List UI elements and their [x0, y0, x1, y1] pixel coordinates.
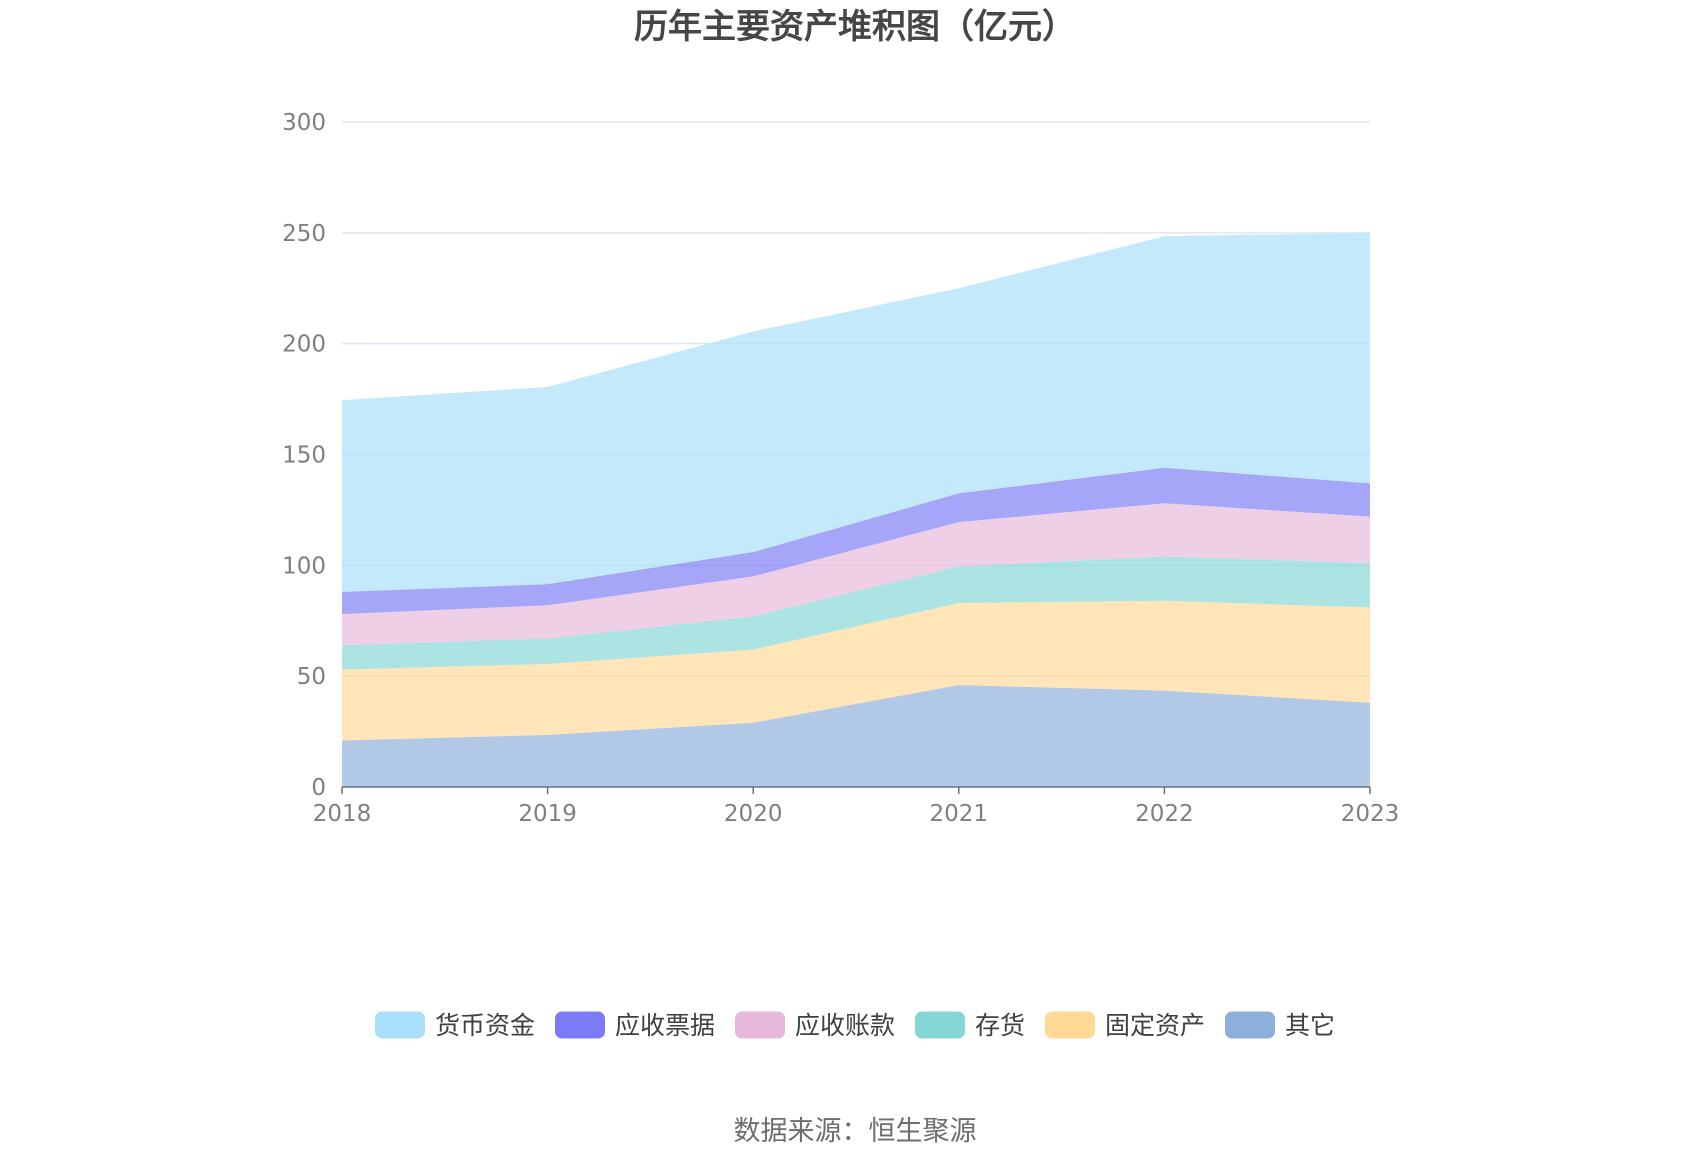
legend: 货币资金 应收票据 应收账款 存货 固定资产 其它 [375, 1011, 1335, 1040]
x-tick-label: 2019 [518, 801, 577, 827]
legend-swatch [735, 1011, 785, 1039]
legend-item[interactable]: 货币资金 [375, 1011, 535, 1040]
area-series-5 [342, 232, 1370, 592]
legend-swatch [1225, 1011, 1275, 1039]
y-tick-label: 150 [282, 443, 326, 469]
y-tick-label: 200 [282, 332, 326, 358]
legend-label: 其它 [1285, 1011, 1335, 1040]
chart-title: 历年主要资产堆积图（亿元） [634, 7, 1076, 47]
legend-label: 存货 [975, 1011, 1025, 1040]
legend-swatch [375, 1011, 425, 1039]
x-tick-label: 2020 [724, 801, 783, 827]
x-tick-label: 2021 [930, 801, 989, 827]
legend-item[interactable]: 存货 [915, 1011, 1025, 1040]
legend-item[interactable]: 应收账款 [735, 1011, 895, 1040]
legend-label: 固定资产 [1105, 1011, 1205, 1040]
y-tick-label: 250 [282, 221, 326, 247]
legend-label: 应收账款 [795, 1011, 895, 1040]
area-series-0 [342, 685, 1370, 787]
area-series-4 [342, 467, 1370, 615]
area-series-1 [342, 600, 1370, 741]
area-series [342, 232, 1370, 787]
y-tick-label: 300 [282, 110, 326, 136]
x-tick-label: 2018 [313, 801, 372, 827]
legend-item[interactable]: 应收票据 [555, 1011, 715, 1040]
legend-label: 货币资金 [435, 1011, 535, 1040]
legend-item[interactable]: 其它 [1225, 1011, 1335, 1040]
x-tick-label: 2022 [1135, 801, 1194, 827]
y-tick-label: 0 [311, 775, 326, 801]
data-source-note: 数据来源：恒生聚源 [734, 1116, 977, 1147]
y-tick-label: 100 [282, 553, 326, 579]
x-tick-label: 2023 [1341, 801, 1400, 827]
legend-swatch [1045, 1011, 1095, 1039]
legend-item[interactable]: 固定资产 [1045, 1011, 1205, 1040]
legend-swatch [915, 1011, 965, 1039]
legend-label: 应收票据 [615, 1011, 715, 1040]
area-series-3 [342, 503, 1370, 646]
legend-swatch [555, 1011, 605, 1039]
axes: 2018 2019 2020 2021 2022 2023 [313, 786, 1400, 827]
y-tick-label: 50 [297, 664, 326, 690]
area-series-2 [342, 556, 1370, 670]
